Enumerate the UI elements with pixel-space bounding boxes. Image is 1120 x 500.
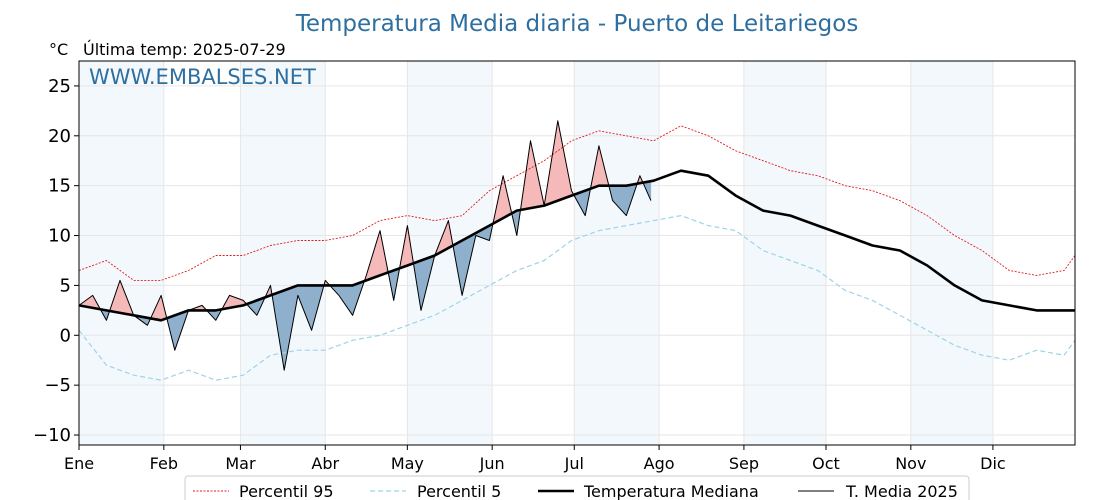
y-tick-label: 10 — [48, 226, 71, 247]
y-tick-label: 15 — [48, 176, 71, 197]
legend-label-2: Temperatura Mediana — [583, 482, 759, 500]
series-lines — [78, 120, 1076, 381]
y-tick-label: 0 — [60, 325, 71, 346]
watermark: WWW.EMBALSES.NET — [89, 65, 316, 89]
y-tick-label: −10 — [33, 425, 71, 446]
y-tick-label: 5 — [60, 275, 71, 296]
x-tick-label: Nov — [895, 454, 926, 473]
legend-label-0: Percentil 95 — [239, 482, 334, 500]
series-line-0 — [78, 125, 1076, 281]
x-tick-label: Abr — [311, 454, 339, 473]
x-tick-label: Mar — [225, 454, 256, 473]
month-band — [240, 61, 326, 445]
series-line-2 — [78, 169, 1075, 322]
legend-box — [184, 475, 970, 500]
month-bands — [79, 61, 993, 445]
y-tick-label: 20 — [48, 126, 71, 147]
y-unit-label: °C — [49, 40, 68, 59]
month-band — [910, 61, 993, 445]
warm-anomaly-fill — [403, 225, 408, 268]
plot-frame — [78, 60, 1076, 446]
y-tick-label: −5 — [44, 375, 71, 396]
x-tick-label: Dic — [980, 454, 1006, 473]
month-band — [79, 61, 164, 445]
x-tick-label: May — [391, 454, 424, 473]
last-temp-label: Última temp: 2025-07-29 — [83, 40, 286, 59]
x-tick-label: Jun — [479, 454, 505, 473]
cold-anomaly-fill — [622, 185, 627, 217]
month-band — [574, 61, 660, 445]
legend-label-1: Percentil 5 — [417, 482, 501, 500]
month-band — [407, 61, 493, 445]
x-tick-label: Feb — [150, 454, 178, 473]
x-tick-label: Ene — [64, 454, 94, 473]
x-axis: Ene Feb Mar Abr May Jun Jul Ago Sep Oct Nov Dic — [64, 445, 1006, 473]
legend-label-3: T. Media 2025 — [845, 482, 958, 500]
series-line-3 — [78, 120, 652, 371]
x-tick-label: Jul — [564, 454, 584, 473]
cold-anomaly-fill — [355, 282, 360, 306]
month-band — [743, 61, 826, 445]
y-axis: 25 20 15 10 5 0 −5 −10 — [33, 76, 79, 446]
x-tick-label: Sep — [729, 454, 759, 473]
warm-anomaly-fill — [229, 295, 234, 309]
legend: Percentil 95 Percentil 5 Temperatura Media… — [184, 475, 970, 500]
x-tick-label: Oct — [812, 454, 840, 473]
warm-anomaly-fill — [557, 120, 562, 201]
chart-title: Temperatura Media diaria - Puerto de Lei… — [295, 11, 859, 37]
x-tick-label: Ago — [644, 454, 675, 473]
y-tick-label: 25 — [48, 76, 71, 97]
series-line-1 — [78, 215, 1076, 381]
warm-anomaly-fill — [537, 173, 541, 208]
grid-lines — [78, 61, 1075, 445]
